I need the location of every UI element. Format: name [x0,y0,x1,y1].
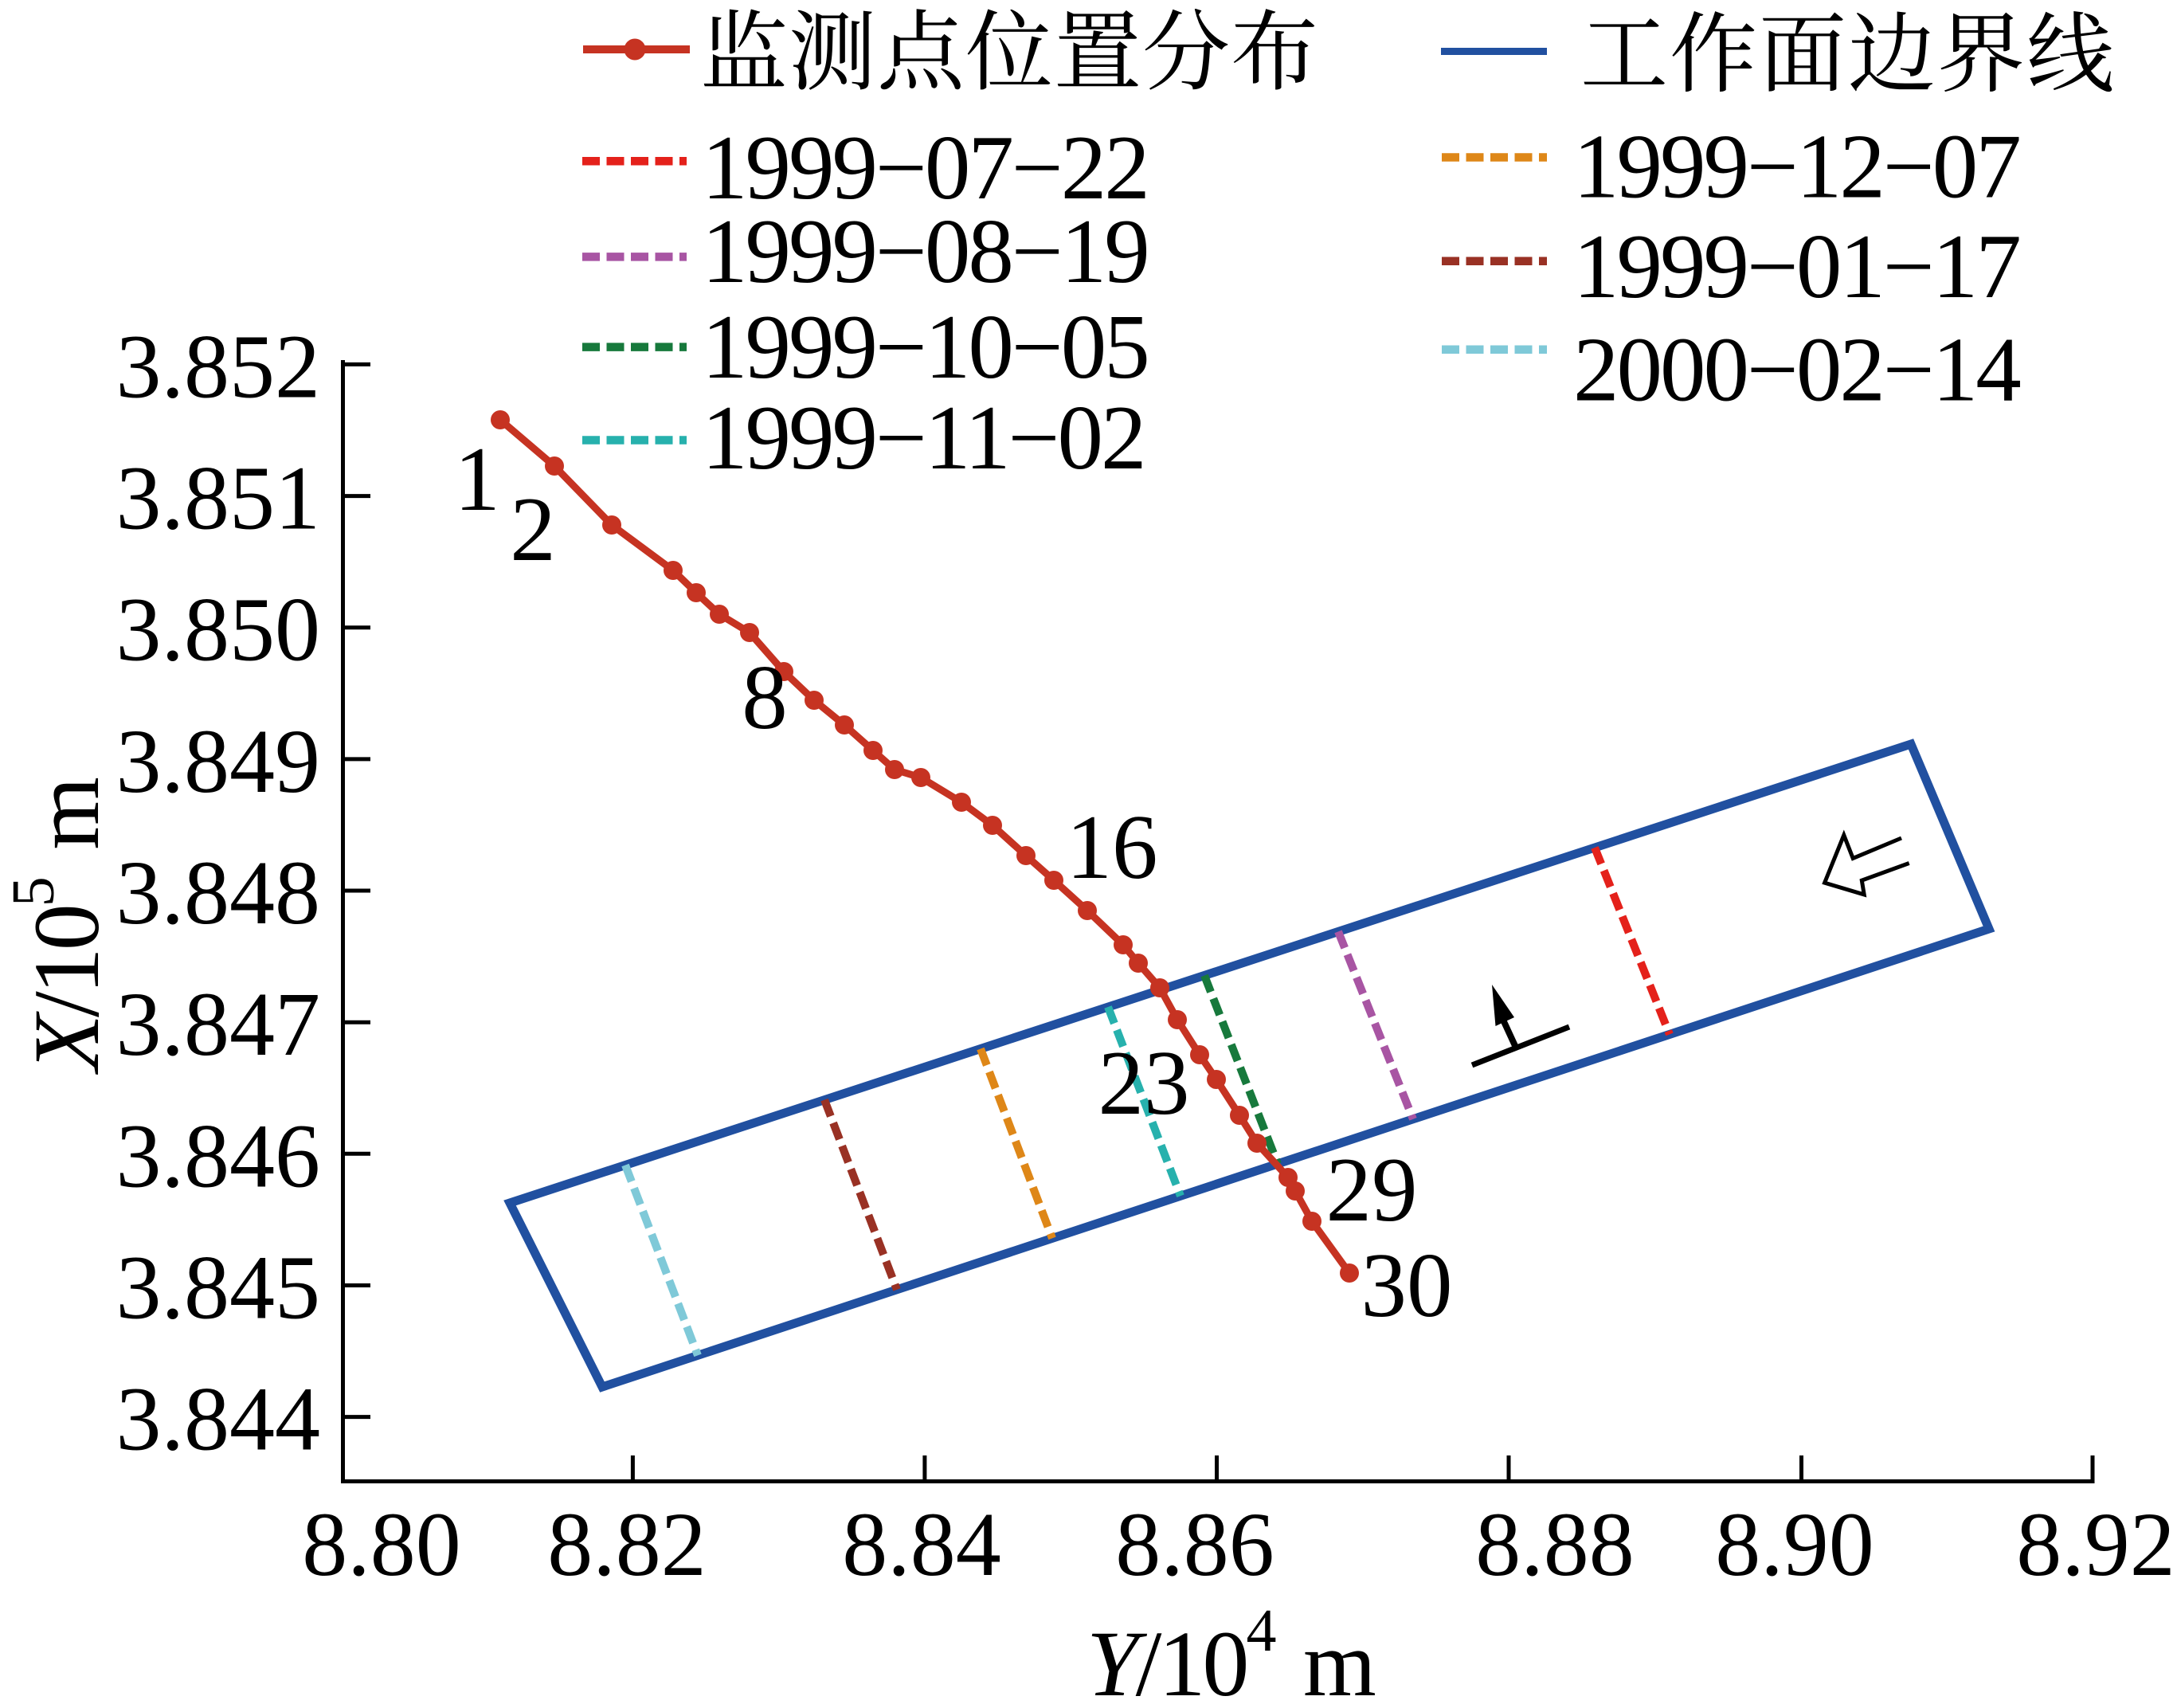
svg-text:3.847: 3.847 [116,973,321,1075]
svg-text:1999−12−07: 1999−12−07 [1573,116,2019,217]
svg-text:3.849: 3.849 [116,711,321,812]
svg-text:X/105 m: X/105 m [0,778,119,1075]
svg-text:8.82: 8.82 [547,1494,707,1595]
svg-text:29: 29 [1326,1139,1418,1240]
svg-text:3.844: 3.844 [116,1369,321,1470]
svg-text:8.80: 8.80 [302,1494,461,1595]
svg-text:2: 2 [510,479,556,580]
svg-text:1999−10−05: 1999−10−05 [702,296,1148,398]
svg-text:3.851: 3.851 [116,448,321,549]
svg-text:16: 16 [1067,797,1158,898]
svg-text:8.84: 8.84 [842,1494,1001,1595]
svg-text:8.90: 8.90 [1715,1494,1874,1595]
svg-text:1: 1 [454,429,500,530]
svg-text:30: 30 [1361,1235,1453,1336]
svg-text:8: 8 [742,647,788,748]
svg-text:1999−01−17: 1999−01−17 [1573,216,2019,317]
svg-text:3.848: 3.848 [116,842,321,943]
svg-text:8.88: 8.88 [1475,1494,1635,1595]
svg-text:23: 23 [1098,1032,1190,1134]
svg-text:3.850: 3.850 [116,579,321,680]
svg-text:8.86: 8.86 [1115,1494,1274,1595]
svg-text:Y/104 m: Y/104 m [1087,1597,1375,1708]
svg-text:2000−02−14: 2000−02−14 [1573,319,2020,421]
svg-text:1999−08−19: 1999−08−19 [702,201,1148,302]
svg-text:3.846: 3.846 [116,1105,321,1206]
svg-text:8.92: 8.92 [2016,1494,2175,1595]
svg-text:1999−07−22: 1999−07−22 [702,117,1148,218]
svg-text:3.852: 3.852 [116,315,321,417]
svg-text:1999−11−02: 1999−11−02 [702,387,1144,488]
svg-text:3.845: 3.845 [116,1237,321,1338]
